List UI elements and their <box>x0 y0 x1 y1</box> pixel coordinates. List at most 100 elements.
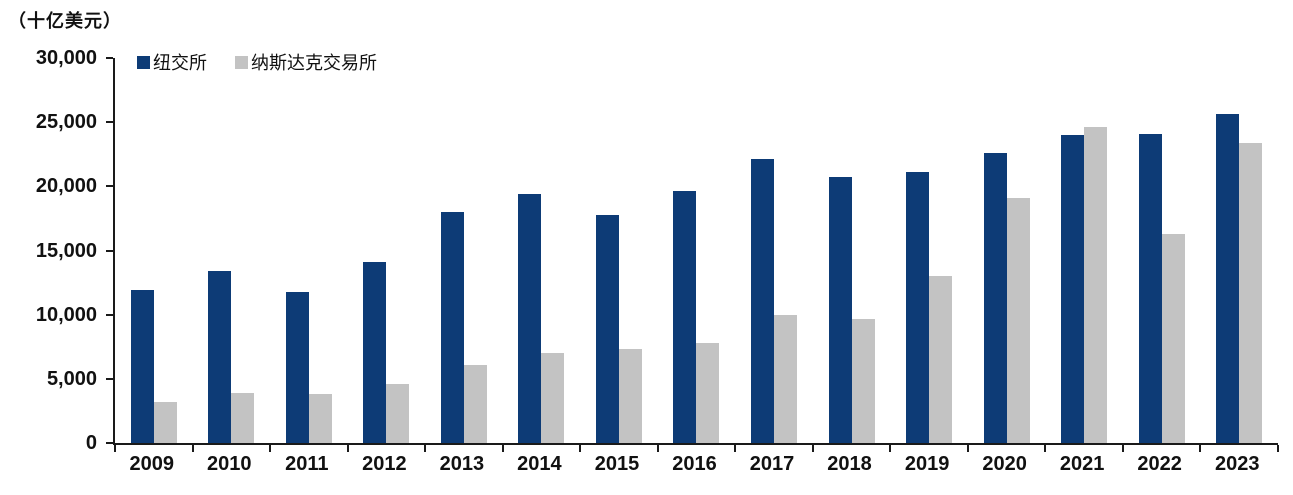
nyse-legend-label: 纽交所 <box>153 53 207 73</box>
y-axis-tick-mark <box>106 377 113 380</box>
nasdaq-legend-label: 纳斯达克交易所 <box>251 53 377 73</box>
x-axis-label: 2017 <box>749 453 795 475</box>
bar-nyse-2010 <box>208 271 232 443</box>
bar-nyse-2020 <box>983 152 1007 443</box>
bar-nasdaq-2022 <box>1161 233 1185 443</box>
bar-nasdaq-2014 <box>541 353 565 443</box>
x-axis-tick-mark <box>269 445 272 452</box>
bar-nyse-2021 <box>1061 135 1085 443</box>
x-axis-tick-mark <box>501 445 504 452</box>
bar-nyse-2015 <box>595 214 619 443</box>
x-axis-tick-mark <box>424 445 427 452</box>
legend-item-nyse: 纽交所 <box>137 49 207 75</box>
y-axis-tick-label: 0 <box>85 432 97 454</box>
x-axis-tick-mark <box>966 445 969 452</box>
x-axis-tick-mark <box>1277 445 1279 452</box>
x-axis-label: 2015 <box>594 453 640 475</box>
x-axis-tick-mark <box>579 445 582 452</box>
bar-nasdaq-2020 <box>1006 197 1030 443</box>
x-axis-label: 2020 <box>982 453 1027 475</box>
legend-item-nasdaq: 纳斯达克交易所 <box>235 49 377 75</box>
bar-group-2012 <box>348 58 426 443</box>
bar-nyse-2011 <box>285 291 309 443</box>
bar-nasdaq-2016 <box>696 342 720 443</box>
y-axis-tick-label: 25,000 <box>35 111 97 134</box>
bar-nasdaq-2010 <box>231 392 255 443</box>
x-axis-tick-mark <box>811 445 814 452</box>
nyse-legend-swatch-icon <box>137 55 150 69</box>
bar-nasdaq-2011 <box>308 393 332 443</box>
bar-group-2022 <box>1123 58 1201 443</box>
plot-area <box>106 57 1279 452</box>
x-axis-label: 2013 <box>439 453 485 475</box>
x-axis-label: 2021 <box>1059 453 1105 475</box>
x-axis-label: 2011 <box>285 453 329 475</box>
x-axis-label: 2019 <box>904 453 950 475</box>
bar-group-2023 <box>1200 58 1278 443</box>
y-axis-tick-label: 5,000 <box>46 367 97 390</box>
x-axis-label: 2022 <box>1137 453 1182 475</box>
bar-nyse-2022 <box>1138 133 1162 443</box>
x-axis-tick-mark <box>114 445 116 452</box>
bar-group-2015 <box>580 58 658 443</box>
bar-group-2011 <box>270 58 348 443</box>
bar-nyse-2014 <box>518 194 542 443</box>
x-axis-tick-mark <box>1044 445 1047 452</box>
bar-group-2010 <box>193 58 271 443</box>
y-axis-tick-mark <box>106 121 113 124</box>
bar-nasdaq-2018 <box>851 318 875 443</box>
bar-group-2021 <box>1045 58 1123 443</box>
x-axis-tick-mark <box>1199 445 1202 452</box>
y-axis-tick-label: 15,000 <box>35 239 97 262</box>
x-axis-label: 2018 <box>827 453 872 475</box>
x-axis-label: 2023 <box>1214 453 1260 475</box>
bar-nyse-2019 <box>906 172 930 443</box>
bar-group-2017 <box>735 58 813 443</box>
bar-group-2018 <box>813 58 891 443</box>
bars-container <box>115 58 1278 443</box>
y-axis-tick-mark <box>106 57 113 59</box>
x-axis-label: 2012 <box>362 453 407 475</box>
bar-nyse-2009 <box>130 290 154 443</box>
bar-nasdaq-2009 <box>153 401 177 443</box>
y-axis-tick-mark <box>106 185 113 188</box>
y-axis-tick-label: 20,000 <box>35 175 97 198</box>
bar-nasdaq-2015 <box>618 349 642 443</box>
y-axis-tick-mark <box>106 442 113 444</box>
bar-group-2014 <box>503 58 581 443</box>
bar-nasdaq-2012 <box>386 383 410 443</box>
bar-nasdaq-2019 <box>929 276 953 443</box>
bar-nasdaq-2023 <box>1239 142 1263 443</box>
chart-legend: 纽交所 纳斯达克交易所 <box>137 49 377 75</box>
bar-nyse-2013 <box>440 212 464 443</box>
x-axis-label: 2010 <box>207 453 252 475</box>
y-axis-tick-label: 10,000 <box>35 303 97 326</box>
x-axis-tick-mark <box>734 445 737 452</box>
bar-nyse-2016 <box>673 191 697 443</box>
x-axis-label: 2016 <box>672 453 717 475</box>
nasdaq-legend-swatch-icon <box>235 55 248 69</box>
y-axis-tick-label: 30,000 <box>35 47 97 69</box>
y-axis-tick-mark <box>106 249 113 252</box>
x-axis-labels: 2009 2010 2011 2012 2013 2014 2015 2016 2017 2018… <box>113 453 1276 476</box>
x-axis-tick-mark <box>1121 445 1124 452</box>
x-axis-tick-mark <box>346 445 349 452</box>
bar-group-2020 <box>968 58 1046 443</box>
bar-nasdaq-2013 <box>463 364 487 443</box>
bar-nyse-2017 <box>751 159 775 443</box>
bar-nasdaq-2021 <box>1084 127 1108 443</box>
bar-group-2009 <box>115 58 193 443</box>
bar-nyse-2023 <box>1216 114 1240 443</box>
y-axis-tick-mark <box>106 313 113 316</box>
bar-group-2019 <box>890 58 968 443</box>
bar-group-2013 <box>425 58 503 443</box>
bar-group-2016 <box>658 58 736 443</box>
y-axis-unit-label: （十亿美元） <box>8 11 122 31</box>
x-axis-label: 2009 <box>129 453 175 475</box>
x-axis-tick-mark <box>191 445 194 452</box>
x-axis-tick-mark <box>889 445 892 452</box>
bar-nasdaq-2017 <box>774 314 798 443</box>
x-axis-tick-mark <box>656 445 659 452</box>
x-axis-label: 2014 <box>517 453 562 475</box>
